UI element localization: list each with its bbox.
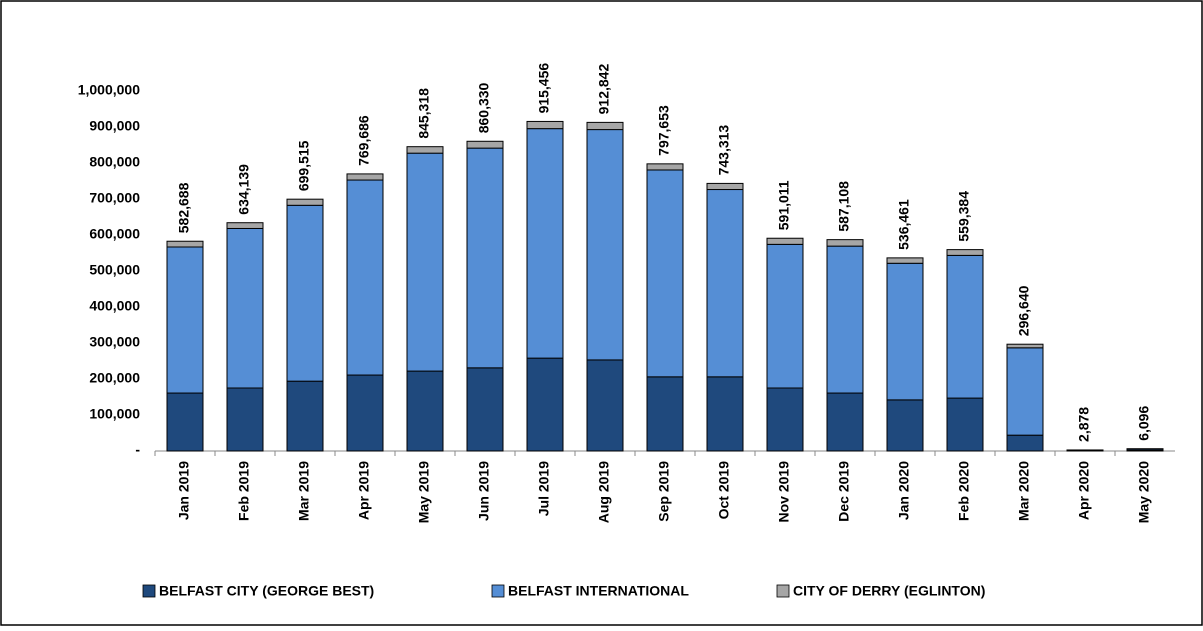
- bar-segment: [467, 368, 503, 451]
- total-label: 915,456: [536, 63, 552, 114]
- x-tick-label: Jun 2019: [476, 461, 492, 521]
- bar-segment: [707, 183, 743, 189]
- bar-segment: [347, 180, 383, 375]
- y-tick-label: 300,000: [89, 334, 140, 350]
- bar-segment: [647, 377, 683, 451]
- x-tick-label: Sep 2019: [656, 461, 672, 522]
- total-label: 296,640: [1016, 285, 1032, 336]
- y-tick-label: 1,000,000: [78, 82, 140, 98]
- total-label: 860,330: [476, 82, 492, 133]
- legend-swatch: [777, 585, 789, 597]
- bar-segment: [1007, 435, 1043, 451]
- bar-segment: [527, 129, 563, 358]
- total-label: 536,461: [896, 199, 912, 250]
- bar-segment: [947, 250, 983, 256]
- y-tick-label: 900,000: [89, 118, 140, 134]
- bar-segment: [587, 122, 623, 129]
- bar-segment: [827, 393, 863, 451]
- y-tick-label: -: [135, 442, 140, 458]
- bar-segment: [1007, 348, 1043, 435]
- bar-segment: [767, 244, 803, 388]
- total-label: 845,318: [416, 88, 432, 139]
- x-tick-label: Nov 2019: [776, 461, 792, 523]
- bar-segment: [767, 238, 803, 244]
- x-tick-label: Aug 2019: [596, 461, 612, 523]
- legend-swatch: [492, 585, 504, 597]
- bar-segment: [587, 130, 623, 360]
- x-tick-label: Mar 2020: [1016, 461, 1032, 521]
- bar-segment: [407, 147, 443, 153]
- bar-segment: [227, 228, 263, 388]
- total-label: 912,842: [596, 64, 612, 115]
- bar-segment: [887, 400, 923, 451]
- bar-segment: [887, 258, 923, 263]
- y-tick-label: 500,000: [89, 262, 140, 278]
- bar-segment: [527, 358, 563, 451]
- bar-segment: [707, 190, 743, 377]
- bar-segment: [767, 388, 803, 451]
- bar-segment: [227, 388, 263, 451]
- x-tick-label: Apr 2020: [1076, 461, 1092, 520]
- total-label: 699,515: [296, 140, 312, 191]
- y-tick-label: 700,000: [89, 190, 140, 206]
- y-tick-label: 100,000: [89, 406, 140, 422]
- y-tick-label: 600,000: [89, 226, 140, 242]
- total-label: 743,313: [716, 125, 732, 176]
- total-label: 559,384: [956, 191, 972, 242]
- legend-swatch: [143, 585, 155, 597]
- bar-segment: [467, 141, 503, 148]
- bar-segment: [467, 148, 503, 368]
- bar-segment: [707, 377, 743, 451]
- total-label: 587,108: [836, 181, 852, 232]
- bar-segment: [587, 360, 623, 451]
- y-tick-label: 400,000: [89, 298, 140, 314]
- legend-label: BELFAST CITY (GEORGE BEST): [159, 583, 374, 599]
- bar-segment: [527, 121, 563, 128]
- x-tick-label: Jul 2019: [536, 461, 552, 516]
- bar-segment: [827, 240, 863, 246]
- bar-segment: [167, 241, 203, 247]
- bar-segment: [287, 205, 323, 381]
- total-label: 797,653: [656, 105, 672, 156]
- x-tick-label: Dec 2019: [836, 461, 852, 522]
- bar-segment: [347, 174, 383, 180]
- bar-segment: [947, 255, 983, 398]
- x-tick-label: May 2019: [416, 461, 432, 523]
- bar-segment: [347, 375, 383, 451]
- total-label: 634,139: [236, 164, 252, 215]
- x-tick-label: Mar 2019: [296, 461, 312, 521]
- bar-segment: [827, 246, 863, 393]
- bar-segment: [647, 170, 683, 377]
- x-tick-label: Feb 2019: [236, 461, 252, 521]
- bar-segment: [407, 371, 443, 451]
- total-label: 6,096: [1136, 406, 1152, 441]
- bar-segment: [1007, 344, 1043, 348]
- bar-segment: [407, 153, 443, 371]
- bar-segment: [647, 164, 683, 170]
- x-tick-label: Oct 2019: [716, 461, 732, 520]
- total-label: 591,011: [776, 180, 792, 230]
- total-label: 2,878: [1076, 407, 1092, 442]
- bar-segment: [287, 381, 323, 451]
- x-tick-label: May 2020: [1136, 461, 1152, 523]
- legend-label: BELFAST INTERNATIONAL: [508, 583, 689, 599]
- x-tick-label: Jan 2020: [896, 461, 912, 520]
- bar-segment: [287, 199, 323, 205]
- x-tick-label: Jan 2019: [176, 461, 192, 520]
- bar-segment: [947, 398, 983, 451]
- x-tick-label: Apr 2019: [356, 461, 372, 520]
- legend-label: CITY OF DERRY (EGLINTON): [793, 583, 985, 599]
- bar-segment: [227, 223, 263, 229]
- bar-segment: [167, 247, 203, 393]
- y-tick-label: 800,000: [89, 154, 140, 170]
- x-tick-label: Feb 2020: [956, 461, 972, 521]
- bar-segment: [167, 393, 203, 451]
- y-tick-label: 200,000: [89, 370, 140, 386]
- bar-segment: [887, 263, 923, 400]
- total-label: 582,688: [176, 182, 192, 233]
- total-label: 769,686: [356, 115, 372, 166]
